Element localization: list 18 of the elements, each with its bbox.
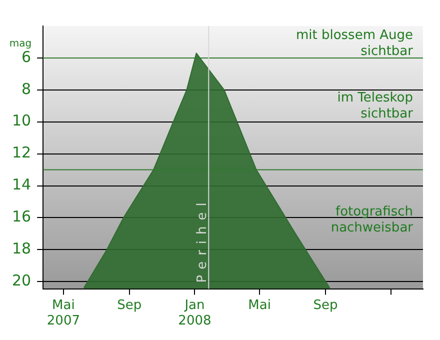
y-tick-label: 16 xyxy=(12,208,32,226)
x-tick-label: Mai xyxy=(248,298,271,313)
x-tick-label: Mai 2007 xyxy=(46,298,80,329)
ref-line-label: Perihel xyxy=(195,196,210,283)
annotation: fotografisch nachweisbar xyxy=(330,204,414,236)
x-tick-label: Sep xyxy=(117,298,142,313)
y-tick-label: 8 xyxy=(22,80,32,98)
y-tick-label: 18 xyxy=(12,240,32,258)
x-tick-label: Sep xyxy=(313,298,338,313)
y-tick-label: 14 xyxy=(12,176,32,194)
y-tick-label: 10 xyxy=(12,112,32,130)
y-tick-label: 20 xyxy=(12,272,32,290)
annotation: mit blossem Auge sichtbar xyxy=(296,28,414,59)
x-tick-label: Jan 2008 xyxy=(178,298,212,329)
annotation: im Teleskop sichtbar xyxy=(337,90,414,122)
y-tick-label: 12 xyxy=(12,144,32,162)
y-axis-title: mag xyxy=(9,38,32,50)
y-tick-label: 6 xyxy=(22,48,32,66)
